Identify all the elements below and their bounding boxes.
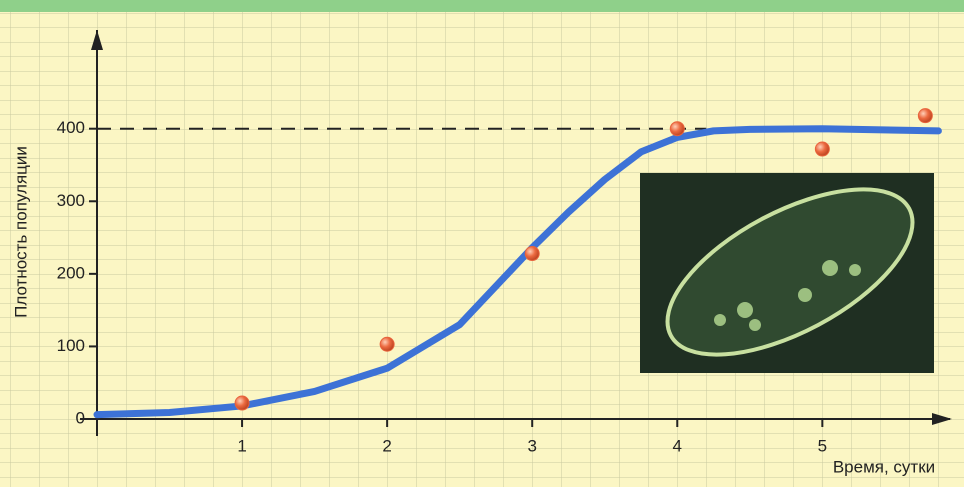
observation-point (234, 395, 250, 411)
x-tick-label: 1 (237, 436, 246, 455)
x-tick-label: 5 (818, 436, 827, 455)
y-tick-label: 300 (57, 191, 85, 210)
observation-point (917, 108, 933, 124)
x-arrow (932, 413, 952, 425)
observation-point (379, 336, 395, 352)
x-tick-label: 4 (673, 436, 682, 455)
observation-point (814, 141, 830, 157)
x-axis-title: Время, сутки (833, 457, 935, 476)
paramecium-photo (640, 173, 934, 373)
observation-point (524, 246, 540, 262)
x-tick-label: 2 (382, 436, 391, 455)
y-tick-label: 200 (57, 263, 85, 282)
observation-point (669, 121, 685, 137)
y-tick-label: 0 (76, 408, 85, 427)
y-axis-title: Плотность популяции (11, 146, 30, 318)
population-curve (93, 125, 942, 419)
y-tick-label: 100 (57, 336, 85, 355)
x-tick-label: 3 (527, 436, 536, 455)
y-arrow (91, 30, 103, 50)
y-tick-label: 400 (57, 118, 85, 137)
top-strip (0, 0, 964, 12)
